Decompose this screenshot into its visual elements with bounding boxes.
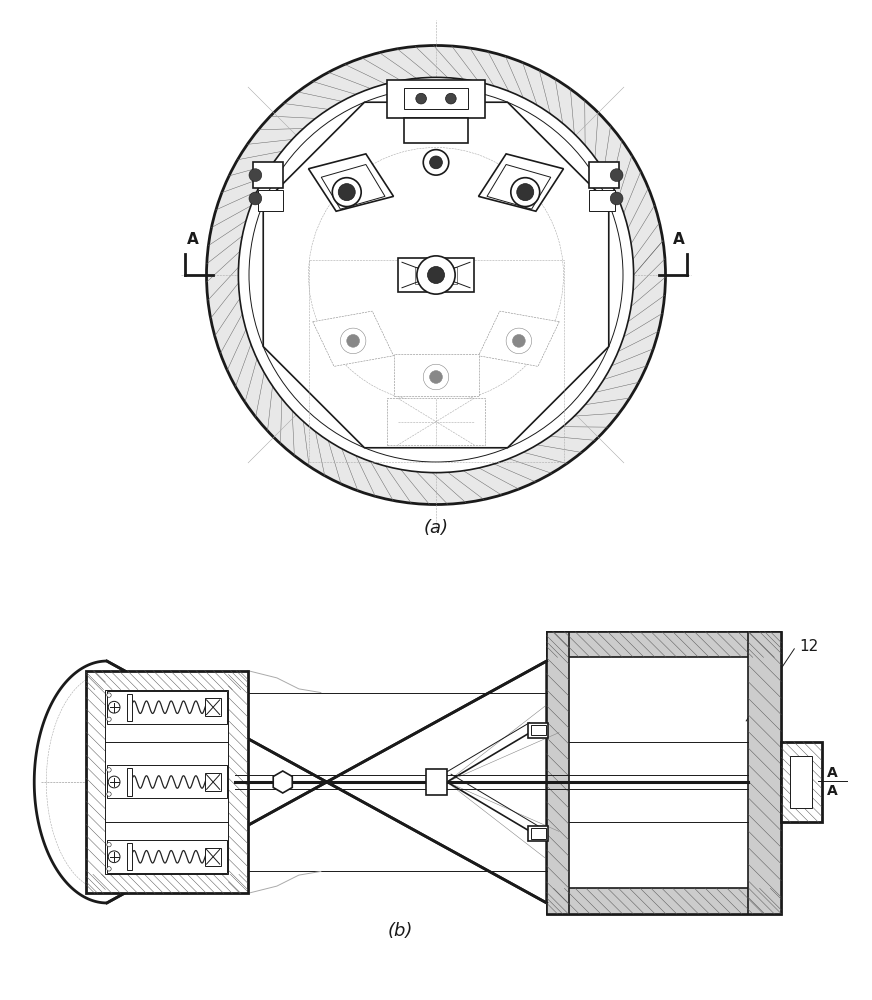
Polygon shape: [309, 154, 393, 211]
Bar: [106, 840, 227, 873]
Bar: [404, 88, 468, 109]
Circle shape: [106, 693, 112, 697]
Bar: [387, 80, 485, 118]
Circle shape: [207, 45, 665, 504]
Polygon shape: [479, 154, 563, 211]
Bar: [531, 725, 546, 735]
Text: 12: 12: [800, 639, 819, 654]
Bar: [127, 768, 132, 796]
Polygon shape: [313, 311, 393, 366]
Text: (a): (a): [424, 519, 448, 537]
Bar: [547, 632, 781, 914]
Circle shape: [249, 192, 262, 205]
Polygon shape: [273, 771, 292, 793]
Circle shape: [513, 334, 525, 347]
Bar: [426, 769, 447, 795]
Circle shape: [108, 851, 120, 863]
Circle shape: [427, 266, 445, 284]
Text: A: A: [828, 784, 838, 798]
Circle shape: [338, 184, 355, 201]
Bar: [205, 698, 221, 716]
Text: (b): (b): [387, 922, 412, 940]
Polygon shape: [34, 661, 547, 903]
Bar: [781, 742, 821, 822]
Bar: [547, 632, 781, 657]
Bar: [589, 162, 619, 188]
Circle shape: [106, 842, 112, 847]
Circle shape: [423, 364, 449, 390]
Bar: [547, 632, 569, 914]
Bar: [205, 848, 221, 866]
Circle shape: [249, 169, 262, 182]
Bar: [528, 723, 548, 738]
Circle shape: [340, 328, 366, 354]
Bar: [547, 888, 781, 914]
Circle shape: [417, 256, 455, 294]
Polygon shape: [479, 311, 559, 366]
Bar: [127, 694, 132, 721]
Circle shape: [108, 776, 120, 788]
Circle shape: [517, 184, 534, 201]
Bar: [205, 773, 221, 791]
Bar: [589, 190, 615, 211]
Circle shape: [106, 792, 112, 796]
Circle shape: [238, 77, 634, 473]
Bar: [404, 118, 468, 143]
Text: A: A: [673, 232, 685, 247]
Circle shape: [347, 334, 359, 347]
Circle shape: [416, 93, 426, 104]
Bar: [106, 765, 227, 798]
Bar: [748, 632, 781, 914]
Circle shape: [511, 178, 540, 207]
Bar: [531, 828, 546, 839]
Circle shape: [108, 701, 120, 713]
Bar: [253, 162, 283, 188]
Text: A: A: [187, 232, 199, 247]
Bar: [393, 354, 479, 396]
Circle shape: [430, 371, 442, 383]
Circle shape: [332, 178, 361, 207]
Bar: [106, 690, 228, 874]
Text: A: A: [828, 766, 838, 780]
Circle shape: [423, 150, 449, 175]
Bar: [790, 756, 812, 808]
Bar: [127, 843, 132, 870]
Bar: [257, 190, 283, 211]
Circle shape: [506, 328, 532, 354]
Circle shape: [106, 867, 112, 871]
Circle shape: [430, 156, 442, 169]
Bar: [387, 398, 485, 445]
Circle shape: [610, 169, 623, 182]
Bar: [106, 691, 227, 724]
Circle shape: [106, 768, 112, 772]
Bar: [415, 266, 457, 284]
Circle shape: [106, 717, 112, 722]
Circle shape: [446, 93, 456, 104]
Bar: [528, 826, 548, 841]
Bar: [86, 671, 248, 893]
Bar: [398, 258, 474, 292]
Bar: [309, 260, 563, 462]
Circle shape: [610, 192, 623, 205]
